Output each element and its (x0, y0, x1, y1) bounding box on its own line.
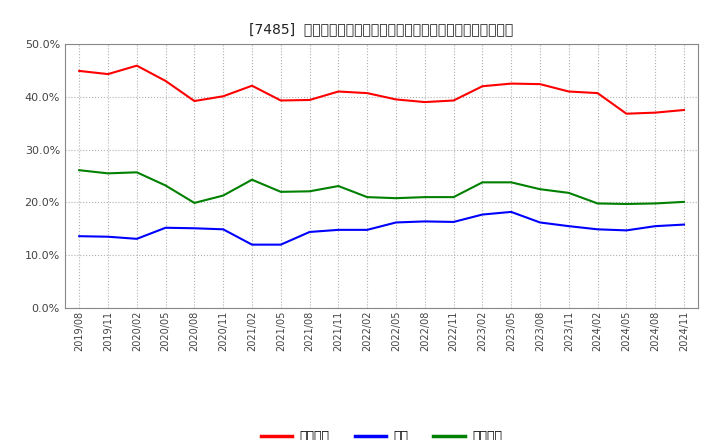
買入債務 (132, 170, 141, 175)
買入債務 (478, 180, 487, 185)
売上債権 (564, 89, 573, 94)
Line: 売上債権: 売上債権 (79, 66, 684, 114)
Title: [7485]  売上債権、在庫、買入債務の総資産に対する比率の推移: [7485] 売上債権、在庫、買入債務の総資産に対する比率の推移 (249, 22, 514, 36)
売上債権 (276, 98, 285, 103)
買入債務 (334, 183, 343, 189)
在庫 (507, 209, 516, 215)
買入債務 (104, 171, 112, 176)
売上債権 (420, 99, 429, 105)
買入債務 (248, 177, 256, 182)
売上債権 (449, 98, 458, 103)
買入債務 (392, 195, 400, 201)
買入債務 (507, 180, 516, 185)
売上債権 (622, 111, 631, 116)
売上債権 (75, 68, 84, 73)
買入債務 (420, 194, 429, 200)
在庫 (420, 219, 429, 224)
買入債務 (593, 201, 602, 206)
売上債権 (219, 94, 228, 99)
買入債務 (536, 187, 544, 192)
在庫 (305, 229, 314, 235)
在庫 (392, 220, 400, 225)
在庫 (104, 234, 112, 239)
買入債務 (161, 183, 170, 188)
在庫 (248, 242, 256, 247)
売上債権 (536, 81, 544, 87)
在庫 (651, 224, 660, 229)
売上債権 (507, 81, 516, 86)
Line: 在庫: 在庫 (79, 212, 684, 245)
売上債権 (190, 99, 199, 104)
売上債権 (104, 71, 112, 77)
買入債務 (75, 168, 84, 173)
在庫 (190, 226, 199, 231)
売上債権 (680, 107, 688, 113)
在庫 (680, 222, 688, 227)
売上債権 (248, 83, 256, 88)
売上債権 (651, 110, 660, 115)
売上債権 (392, 97, 400, 102)
売上債権 (593, 91, 602, 96)
在庫 (622, 228, 631, 233)
売上債権 (132, 63, 141, 68)
在庫 (593, 227, 602, 232)
買入債務 (219, 193, 228, 198)
在庫 (363, 227, 372, 232)
売上債権 (334, 89, 343, 94)
買入債務 (276, 189, 285, 194)
買入債務 (190, 200, 199, 205)
売上債権 (478, 84, 487, 89)
買入債務 (449, 194, 458, 200)
売上債権 (305, 97, 314, 103)
在庫 (536, 220, 544, 225)
買入債務 (564, 190, 573, 195)
買入債務 (651, 201, 660, 206)
在庫 (449, 219, 458, 224)
在庫 (219, 227, 228, 232)
買入債務 (363, 194, 372, 200)
在庫 (334, 227, 343, 232)
在庫 (276, 242, 285, 247)
在庫 (478, 212, 487, 217)
Legend: 売上債権, 在庫, 買入債務: 売上債権, 在庫, 買入債務 (256, 425, 507, 440)
在庫 (132, 236, 141, 242)
Line: 買入債務: 買入債務 (79, 170, 684, 204)
売上債権 (363, 91, 372, 96)
買入債務 (622, 202, 631, 207)
売上債権 (161, 78, 170, 84)
在庫 (75, 234, 84, 239)
買入債務 (305, 189, 314, 194)
在庫 (564, 224, 573, 229)
買入債務 (680, 199, 688, 205)
在庫 (161, 225, 170, 231)
